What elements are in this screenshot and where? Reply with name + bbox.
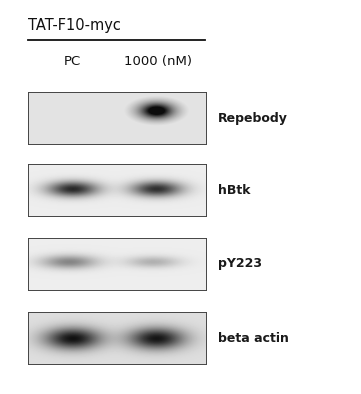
Text: beta actin: beta actin bbox=[218, 331, 289, 344]
Text: pY223: pY223 bbox=[218, 258, 262, 271]
Text: TAT-F10-myc: TAT-F10-myc bbox=[28, 18, 121, 33]
Text: hBtk: hBtk bbox=[218, 184, 251, 197]
Text: 1000 (nM): 1000 (nM) bbox=[124, 55, 192, 68]
Text: Repebody: Repebody bbox=[218, 112, 288, 125]
Text: PC: PC bbox=[64, 55, 81, 68]
